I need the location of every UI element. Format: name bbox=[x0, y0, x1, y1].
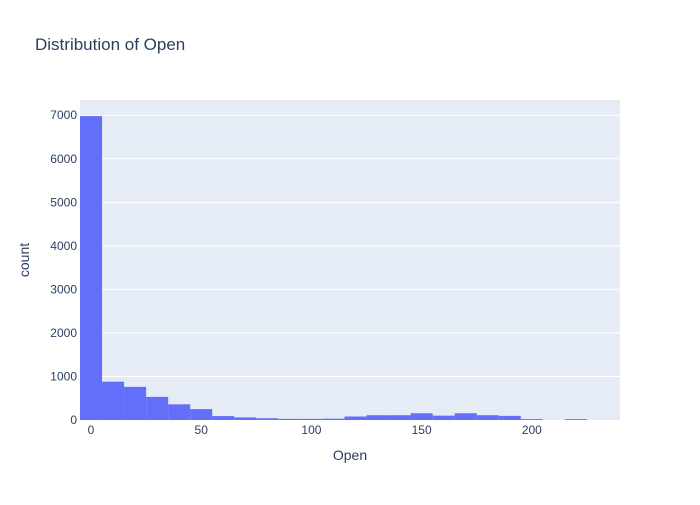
bars bbox=[80, 116, 587, 421]
histogram-bar bbox=[410, 413, 433, 420]
histogram-bar bbox=[80, 116, 103, 421]
histogram-bar bbox=[454, 413, 477, 420]
y-tick-label: 6000 bbox=[50, 152, 77, 166]
x-tick-label: 100 bbox=[301, 423, 321, 437]
x-tick-label: 0 bbox=[88, 423, 95, 437]
histogram-bar bbox=[388, 415, 411, 420]
histogram-bar bbox=[520, 419, 543, 420]
histogram-bar bbox=[256, 418, 279, 420]
chart-title: Distribution of Open bbox=[35, 35, 185, 54]
histogram-bar bbox=[498, 415, 521, 420]
y-tick-label: 0 bbox=[70, 413, 77, 427]
histogram-bar bbox=[564, 419, 587, 420]
histogram-bar bbox=[190, 409, 213, 420]
histogram-bar bbox=[278, 418, 301, 420]
x-tick-label: 150 bbox=[412, 423, 432, 437]
histogram-bar bbox=[212, 416, 235, 420]
histogram-bar bbox=[168, 404, 191, 420]
x-axis-label: Open bbox=[333, 447, 367, 463]
y-tick-labels: 0 1000 2000 3000 4000 5000 6000 7000 bbox=[50, 108, 77, 427]
histogram-bar bbox=[300, 418, 323, 420]
x-tick-label: 200 bbox=[522, 423, 542, 437]
y-tick-label: 3000 bbox=[50, 282, 77, 296]
histogram-bar bbox=[146, 396, 169, 420]
y-axis-label: count bbox=[16, 243, 32, 277]
histogram-bar bbox=[322, 418, 345, 420]
x-tick-labels: 0 50 100 150 200 bbox=[88, 423, 542, 437]
histogram-bar bbox=[102, 381, 125, 420]
histogram-bar bbox=[344, 416, 367, 420]
histogram-bar bbox=[476, 415, 499, 420]
grid-lines bbox=[80, 114, 620, 377]
y-tick-label: 2000 bbox=[50, 326, 77, 340]
plot-background bbox=[80, 100, 620, 420]
histogram-bar bbox=[124, 386, 147, 420]
y-tick-label: 1000 bbox=[50, 369, 77, 383]
x-tick-label: 50 bbox=[195, 423, 209, 437]
histogram-bar bbox=[366, 415, 389, 420]
y-tick-label: 7000 bbox=[50, 108, 77, 122]
histogram-bar bbox=[234, 417, 257, 420]
histogram-bar bbox=[432, 415, 455, 420]
y-tick-label: 4000 bbox=[50, 239, 77, 253]
y-tick-label: 5000 bbox=[50, 195, 77, 209]
